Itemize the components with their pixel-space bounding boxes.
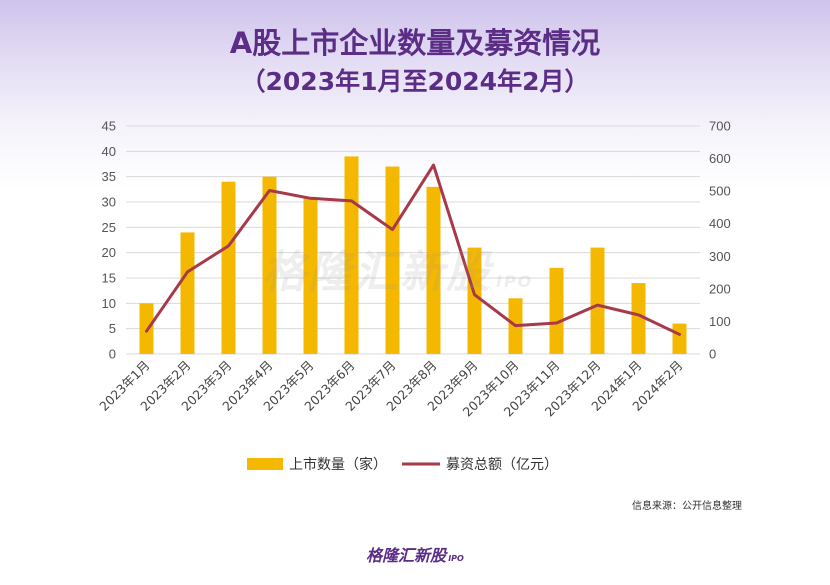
right-y-tick-label: 300	[709, 249, 731, 264]
right-y-tick-label: 0	[709, 347, 716, 362]
line-path	[145, 163, 681, 336]
left-y-tick-label: 30	[102, 195, 116, 210]
source-note: 信息来源：公开信息整理	[632, 501, 742, 512]
line-point	[391, 228, 394, 231]
left-y-tick-label: 25	[102, 220, 116, 235]
line-point	[473, 293, 476, 296]
legend: 上市数量（家） 募资总额（亿元）	[247, 456, 558, 473]
bar	[631, 283, 646, 354]
bar	[467, 247, 482, 354]
x-axis: 2023年1月2023年2月2023年3月2023年4月2023年5月2023年…	[96, 358, 685, 420]
bar	[385, 166, 400, 354]
left-y-tick-label: 15	[102, 271, 116, 286]
chart-subtitle: （2023年1月至2024年2月）	[240, 67, 590, 96]
left-y-tick-label: 40	[102, 144, 116, 159]
right-y-tick-label: 600	[709, 151, 731, 166]
bar	[180, 232, 195, 354]
bar	[672, 323, 687, 354]
brand-logo: 格隆汇新股 IPO	[366, 546, 464, 565]
bar	[262, 176, 277, 354]
watermark: 格隆汇新股 IPO	[262, 247, 534, 298]
line-point	[637, 313, 640, 317]
line-point	[514, 324, 517, 327]
line-point	[145, 330, 148, 333]
left-y-axis: 0 5 10 15 20 25 30 35 40 45	[102, 119, 116, 362]
legend-swatch-bar	[247, 458, 283, 470]
left-y-tick-label: 45	[102, 119, 116, 134]
left-y-tick-label: 10	[102, 296, 116, 311]
right-y-tick-label: 700	[709, 119, 731, 134]
line-series	[145, 163, 681, 336]
right-y-tick-label: 400	[709, 216, 731, 231]
line-point	[596, 303, 599, 307]
line-point	[186, 270, 189, 274]
chart-title: A股上市企业数量及募资情况	[229, 26, 601, 60]
left-y-tick-label: 35	[102, 169, 116, 184]
legend-label-bar: 上市数量（家）	[289, 456, 387, 473]
line-point	[555, 321, 558, 325]
legend-label-line: 募资总额（亿元）	[446, 457, 558, 473]
left-y-tick-label: 0	[109, 347, 116, 362]
right-y-tick-label: 500	[709, 184, 731, 199]
bar-series	[139, 156, 687, 354]
left-y-tick-label: 5	[109, 321, 116, 336]
line-point	[432, 163, 435, 167]
bar	[303, 196, 318, 354]
right-y-tick-label: 100	[709, 314, 731, 329]
line-point	[350, 199, 353, 203]
left-y-tick-label: 20	[102, 245, 116, 260]
line-point	[227, 244, 230, 248]
bar	[426, 186, 441, 354]
bar	[590, 247, 605, 354]
bar	[549, 267, 564, 354]
line-point	[678, 333, 681, 336]
right-y-axis: 0 100 200 300 400 500 600 700	[709, 119, 731, 362]
bar	[221, 181, 236, 354]
right-y-tick-label: 200	[709, 281, 731, 296]
line-point	[309, 197, 312, 200]
line-point	[268, 189, 271, 192]
bar	[344, 156, 359, 354]
